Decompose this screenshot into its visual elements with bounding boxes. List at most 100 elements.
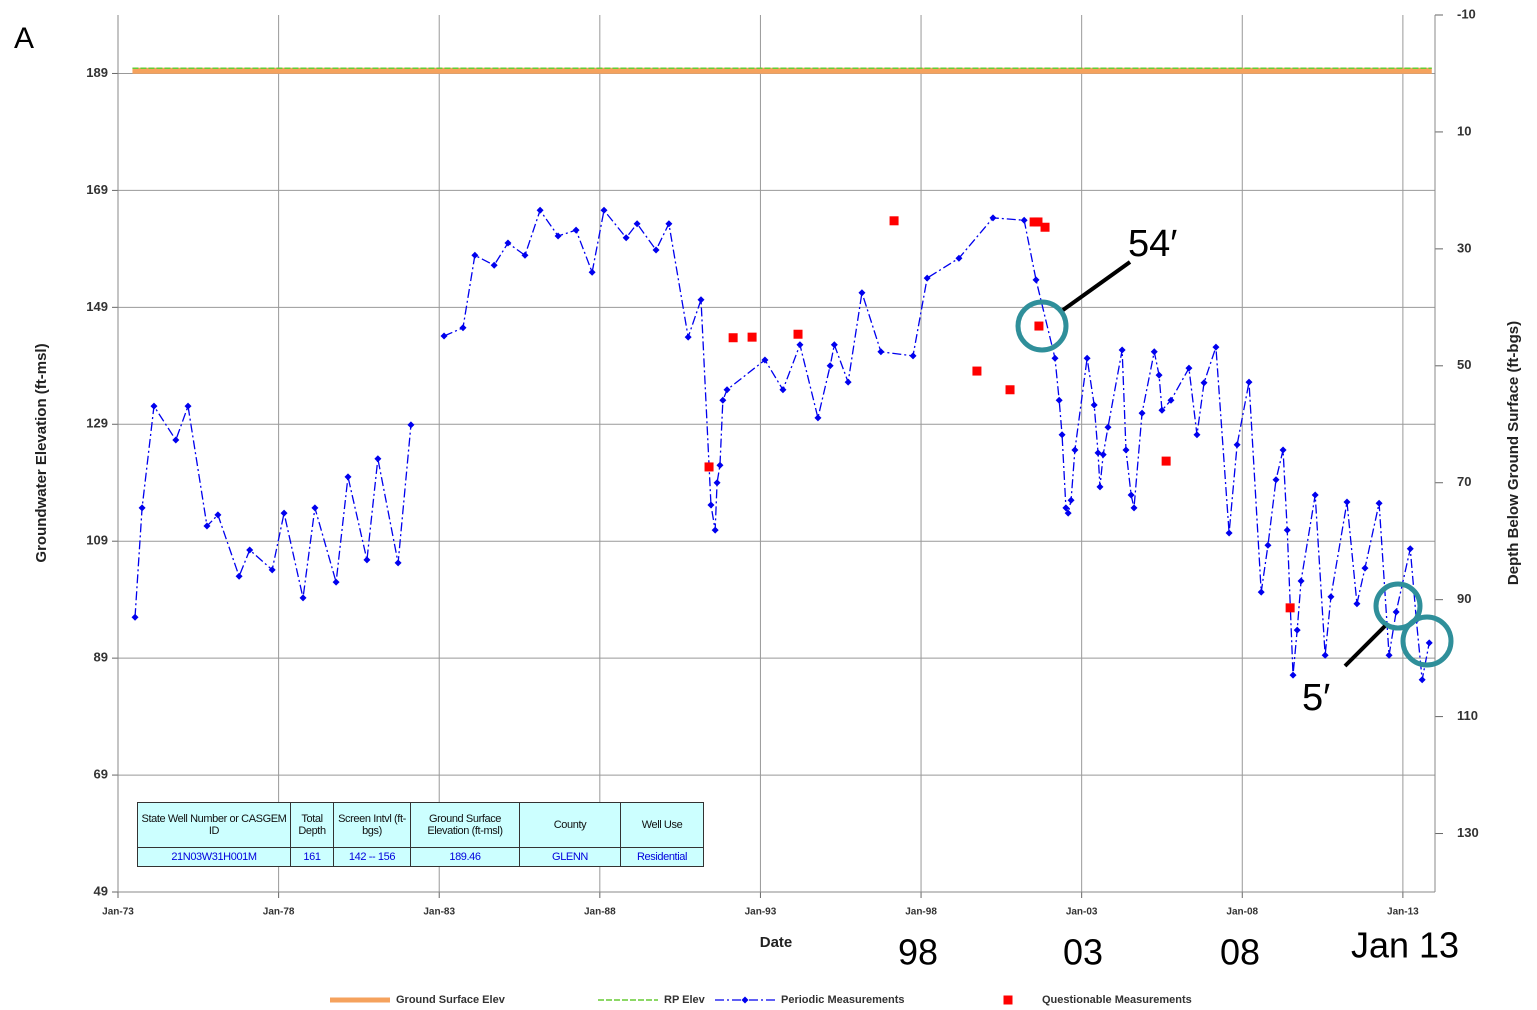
data-point — [716, 461, 724, 469]
data-point — [1353, 600, 1361, 608]
data-point — [830, 341, 838, 349]
data-point — [235, 572, 243, 580]
data-point — [793, 329, 803, 339]
data-point — [1200, 379, 1208, 387]
data-point — [1283, 526, 1291, 534]
data-point — [536, 206, 544, 214]
data-point — [588, 268, 596, 276]
data-point — [554, 232, 562, 240]
highlight-circle — [1400, 614, 1454, 668]
data-point — [1150, 348, 1158, 356]
y-tick-label: 109 — [86, 533, 108, 548]
x-tick-label: Jan-78 — [263, 907, 295, 918]
data-point — [858, 289, 866, 297]
data-point — [332, 578, 340, 586]
table-cell: Total Depth — [290, 802, 334, 848]
data-point — [1212, 343, 1220, 351]
data-point — [1090, 401, 1098, 409]
data-point — [1096, 483, 1104, 491]
data-point — [1327, 593, 1335, 601]
data-point — [1040, 222, 1050, 232]
data-point — [652, 246, 660, 254]
x-tick-label: Jan-13 — [1387, 907, 1419, 918]
table-header: State Well Number or CASGEM ID Total Dept… — [137, 802, 704, 848]
table-cell: Well Use — [620, 802, 704, 848]
y2-tick-label: 110 — [1457, 708, 1478, 723]
data-point — [1185, 364, 1193, 372]
data-point — [214, 511, 222, 519]
data-point — [1055, 396, 1063, 404]
data-point — [989, 214, 997, 222]
data-point — [394, 559, 402, 567]
data-point — [459, 324, 467, 332]
data-point — [1032, 276, 1040, 284]
data-point — [796, 341, 804, 349]
table-cell: 142 -- 156 — [333, 847, 411, 867]
data-point — [1104, 423, 1112, 431]
data-point — [1155, 371, 1163, 379]
data-point — [1311, 491, 1319, 499]
data-point — [490, 261, 498, 269]
data-point — [280, 509, 288, 517]
annotation: 03 — [1063, 932, 1103, 973]
data-point — [1161, 456, 1171, 466]
highlight-circle — [1373, 581, 1423, 631]
data-point — [1264, 541, 1272, 549]
y2-tick-label: 90 — [1457, 591, 1471, 606]
data-point — [363, 556, 371, 564]
data-point — [633, 220, 641, 228]
data-point — [622, 234, 630, 242]
data-point — [972, 366, 982, 376]
table-cell: Ground Surface Elevation (ft-msl) — [410, 802, 520, 848]
data-point — [1062, 504, 1070, 512]
data-point — [1005, 385, 1015, 395]
data-point — [407, 421, 415, 429]
data-point — [779, 386, 787, 394]
data-point — [150, 402, 158, 410]
data-point — [504, 239, 512, 247]
data-point — [1051, 354, 1059, 362]
y2-tick-label: 10 — [1457, 123, 1471, 138]
data-point — [299, 594, 307, 602]
data-point — [344, 473, 352, 481]
data-point — [1425, 639, 1433, 647]
data-point — [1083, 354, 1091, 362]
well-info-table: State Well Number or CASGEM ID Total Dept… — [137, 802, 704, 867]
y2-tick-label: 50 — [1457, 357, 1471, 372]
table-cell: 189.46 — [410, 847, 520, 867]
y-axis-label: Groundwater Elevation (ft-msl) — [33, 343, 50, 562]
x-tick-label: Jan-88 — [584, 907, 616, 918]
data-point — [1245, 378, 1253, 386]
y2-axis-label: Depth Below Ground Surface (ft-bgs) — [1505, 321, 1522, 585]
data-point — [440, 332, 448, 340]
data-point — [374, 455, 382, 463]
leader-line — [1061, 260, 1132, 312]
x-tick-label: Jan-93 — [745, 907, 777, 918]
data-point — [697, 296, 705, 304]
data-point — [1279, 446, 1287, 454]
data-point — [665, 220, 673, 228]
data-point — [471, 251, 479, 259]
table-cell: Residential — [620, 847, 704, 867]
y-tick-label: 169 — [86, 182, 108, 197]
data-point — [877, 348, 885, 356]
x-tick-label: Jan-73 — [102, 907, 134, 918]
data-point — [1064, 509, 1072, 517]
data-point — [1020, 216, 1028, 224]
data-point — [826, 362, 834, 370]
x-tick-label: Jan-08 — [1226, 907, 1258, 918]
data-point — [747, 332, 757, 342]
x-tick-label: Jan-03 — [1066, 907, 1098, 918]
data-point — [1138, 409, 1146, 417]
table-cell: County — [519, 802, 621, 848]
table-cell: GLENN — [519, 847, 621, 867]
data-point — [719, 396, 727, 404]
data-point — [311, 504, 319, 512]
data-point — [521, 251, 529, 259]
data-point — [1385, 651, 1393, 659]
data-point — [923, 274, 931, 282]
data-point — [1297, 577, 1305, 585]
data-point — [704, 462, 714, 472]
